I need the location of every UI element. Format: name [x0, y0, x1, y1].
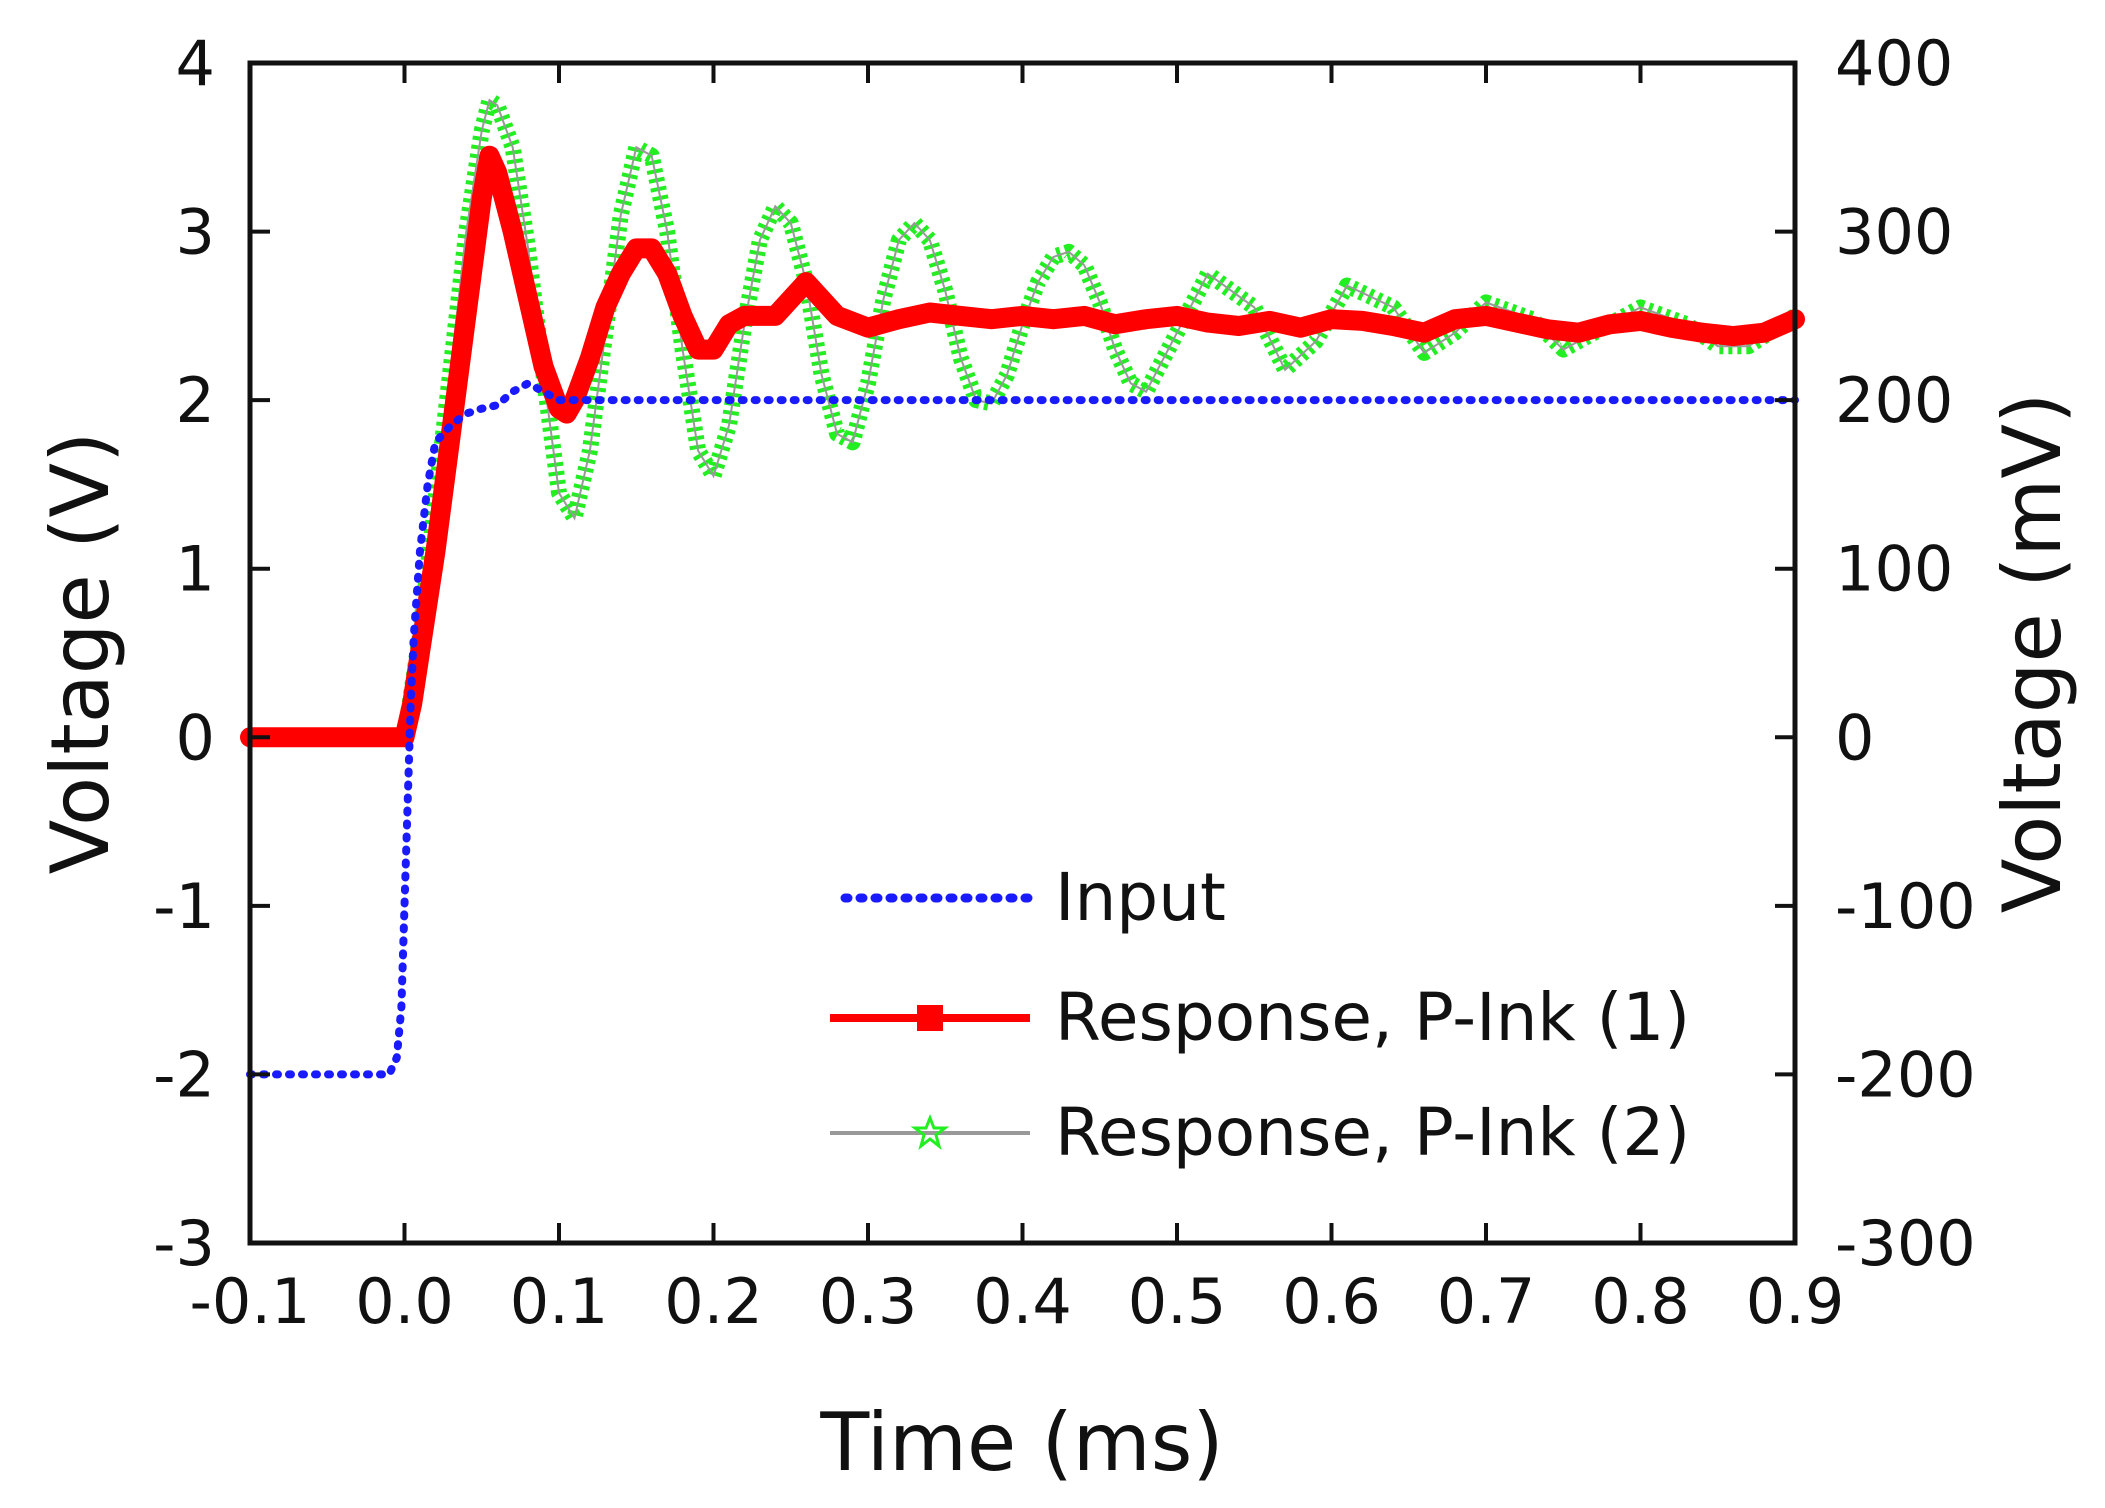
legend-response1-label: Response, P-Ink (1)	[1055, 979, 1690, 1056]
y-axis-label: Voltage (V)	[34, 432, 127, 875]
y-tick-label: 4	[176, 27, 215, 100]
x-tick-label: 0.4	[973, 1265, 1072, 1338]
y2-tick-label: 100	[1835, 533, 1953, 606]
y2-tick-label: -100	[1835, 870, 1976, 943]
y-tick-label: 2	[176, 364, 215, 437]
legend-response1-marker	[917, 1005, 943, 1031]
y-tick-label: 1	[176, 533, 215, 606]
y2-tick-label: 400	[1835, 27, 1953, 100]
legend-response2-marker	[910, 1113, 950, 1150]
x-tick-label: 0.5	[1128, 1265, 1227, 1338]
y2-tick-label: 300	[1835, 196, 1953, 269]
y-tick-label: 3	[176, 196, 215, 269]
series-group	[240, 92, 1805, 1079]
x-tick-label: -0.1	[190, 1265, 311, 1338]
y2-tick-label: 200	[1835, 364, 1953, 437]
y-tick-label: -2	[153, 1038, 215, 1111]
axis-ticks: -0.1 0.0 0.1 0.2 0.3 0.4 0.5 0.6 0.7 0.8 0.9 -3 -2 -1…	[153, 27, 1976, 1338]
legend: Input Response, P-Ink (1) Response, P-In…	[830, 859, 1690, 1171]
x-tick-label: 0.8	[1591, 1265, 1690, 1338]
x-tick-label: 0.0	[355, 1265, 454, 1338]
x-axis-label: Time (ms)	[819, 1396, 1223, 1489]
legend-response2-label: Response, P-Ink (2)	[1055, 1094, 1690, 1171]
x-tick-label: 0.6	[1282, 1265, 1381, 1338]
y-tick-label: 0	[176, 701, 215, 774]
legend-input-label: Input	[1055, 859, 1226, 936]
y2-tick-label: 0	[1835, 701, 1874, 774]
x-tick-label: 0.9	[1746, 1265, 1845, 1338]
y-tick-label: -3	[153, 1207, 215, 1280]
y2-tick-label: -200	[1835, 1038, 1976, 1111]
x-tick-label: 0.7	[1437, 1265, 1536, 1338]
series-input-line	[246, 379, 1799, 1079]
x-tick-label: 0.3	[819, 1265, 918, 1338]
x-tick-label: 0.1	[510, 1265, 609, 1338]
x-tick-label: 0.2	[664, 1265, 763, 1338]
y2-axis-label: Voltage (mV)	[1986, 393, 2079, 914]
y2-tick-label: -300	[1835, 1207, 1976, 1280]
y-tick-label: -1	[153, 870, 215, 943]
series-response1-line	[240, 145, 1805, 748]
